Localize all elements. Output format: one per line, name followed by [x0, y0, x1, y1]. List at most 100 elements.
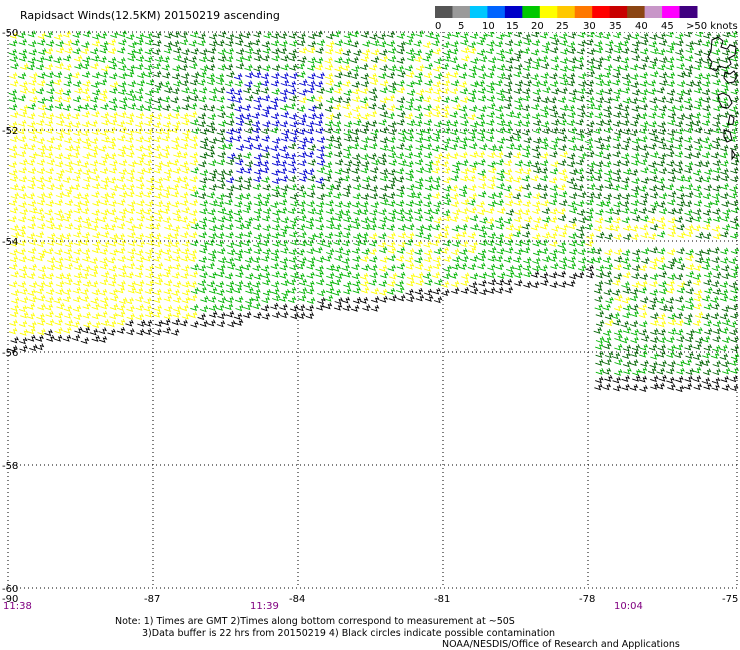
- wind-barb: [648, 128, 658, 136]
- wind-barb: [56, 214, 65, 222]
- wind-barb: [495, 222, 505, 230]
- wind-barb: [585, 271, 595, 279]
- wind-barb: [154, 160, 164, 168]
- wind-barb: [314, 246, 323, 254]
- wind-barb: [406, 295, 415, 303]
- wind-barb: [622, 271, 631, 279]
- wind-barb: [305, 150, 315, 158]
- wind-barb: [722, 336, 731, 344]
- wind-barb: [233, 126, 243, 134]
- wind-barb: [73, 271, 83, 279]
- wind-barb: [395, 152, 405, 160]
- wind-barb: [504, 151, 513, 159]
- wind-barb: [306, 297, 316, 305]
- wind-barb: [262, 247, 272, 255]
- wind-barb: [585, 198, 595, 206]
- wind-barb: [595, 358, 604, 366]
- wind-barb: [559, 87, 568, 95]
- wind-barb: [82, 55, 91, 63]
- wind-barb: [37, 192, 46, 200]
- wind-barb: [271, 168, 280, 176]
- wind-barb: [701, 88, 711, 96]
- wind-barb: [351, 95, 361, 103]
- wind-barb: [242, 104, 252, 112]
- wind-barb: [468, 206, 477, 214]
- wind-barb: [316, 166, 326, 174]
- wind-barb: [683, 279, 692, 287]
- wind-barb: [432, 223, 441, 231]
- wind-barb: [272, 216, 281, 224]
- wind-barb: [370, 39, 380, 47]
- wind-barb: [414, 214, 424, 222]
- wind-barb: [685, 335, 694, 343]
- wind-barb: [207, 126, 217, 134]
- wind-barb: [676, 62, 685, 70]
- wind-barb: [8, 215, 17, 223]
- wind-barb: [369, 264, 378, 272]
- wind-barb: [595, 271, 605, 279]
- wind-barb: [315, 126, 325, 134]
- wind-barb: [353, 118, 362, 126]
- wind-barb: [234, 248, 244, 256]
- wind-barb: [307, 72, 317, 80]
- wind-barb: [154, 319, 164, 327]
- wind-barb: [485, 217, 495, 225]
- wind-barb: [100, 182, 109, 190]
- wind-barb: [29, 206, 38, 214]
- wind-barb: [89, 257, 98, 265]
- wind-barb: [116, 310, 126, 318]
- wind-barb: [216, 232, 225, 240]
- wind-barb: [143, 328, 153, 336]
- wind-barb: [317, 297, 326, 305]
- wind-barb: [659, 78, 668, 86]
- wind-barb: [161, 151, 170, 159]
- wind-barb: [405, 48, 415, 56]
- wind-barb: [260, 72, 270, 80]
- wind-barb: [161, 80, 171, 88]
- wind-barb: [18, 305, 28, 313]
- wind-barb: [512, 192, 522, 200]
- wind-barb: [224, 79, 234, 87]
- wind-barb: [730, 352, 740, 360]
- wind-barb: [118, 64, 127, 72]
- wind-barb: [486, 86, 496, 94]
- wind-barb: [496, 168, 506, 176]
- wind-barb: [550, 262, 559, 270]
- wind-barb: [432, 129, 442, 137]
- wind-barb: [676, 223, 685, 231]
- wind-barb: [287, 142, 297, 150]
- wind-barb: [180, 142, 189, 150]
- wind-barb: [260, 239, 270, 247]
- wind-barb: [262, 288, 272, 296]
- wind-barb: [56, 302, 65, 310]
- wind-barb: [163, 167, 173, 175]
- wind-barb: [712, 368, 721, 376]
- wind-barb: [559, 150, 569, 158]
- wind-barb: [37, 272, 47, 280]
- wind-barb: [568, 232, 578, 240]
- wind-barb: [657, 263, 667, 271]
- wind-barb: [289, 263, 298, 271]
- wind-barb: [522, 112, 531, 120]
- wind-barb: [486, 118, 495, 126]
- wind-barb: [144, 55, 153, 63]
- wind-barb: [280, 134, 290, 142]
- wind-barb: [467, 95, 477, 103]
- wind-barb: [279, 263, 288, 271]
- wind-barb: [116, 303, 126, 311]
- wind-barb: [667, 118, 676, 126]
- wind-barb: [522, 238, 532, 246]
- wind-barb: [360, 166, 369, 174]
- wind-barb: [567, 64, 577, 72]
- wind-barb: [387, 215, 397, 223]
- legend-swatch: [435, 6, 453, 18]
- wind-barb: [144, 70, 153, 78]
- wind-barb: [170, 158, 180, 166]
- wind-barb: [692, 168, 702, 176]
- wind-barb: [91, 334, 101, 342]
- wind-barb: [629, 359, 639, 367]
- wind-barb: [576, 209, 586, 217]
- wind-barb: [197, 32, 206, 40]
- wind-barb: [252, 48, 262, 56]
- wind-barb: [307, 174, 316, 182]
